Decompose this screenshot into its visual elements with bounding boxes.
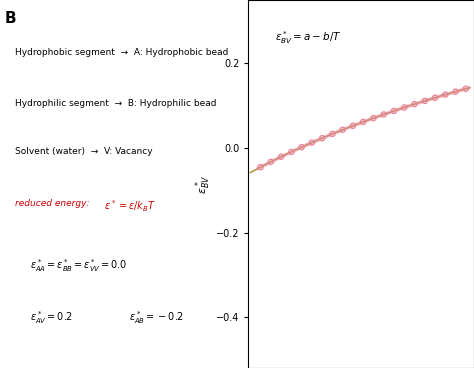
Point: [308, 140, 316, 146]
Point: [431, 95, 439, 101]
Text: $\varepsilon^*_{AV} = 0.2$: $\varepsilon^*_{AV} = 0.2$: [30, 309, 73, 326]
Point: [257, 164, 264, 170]
Point: [452, 89, 459, 95]
Text: $\varepsilon^*_{BV} = a - b/T$: $\varepsilon^*_{BV} = a - b/T$: [275, 29, 342, 46]
Point: [401, 105, 408, 110]
Point: [277, 154, 285, 160]
Text: $\varepsilon^*_{AA} = \varepsilon^*_{BB} = \varepsilon^*_{VV} = 0.0$: $\varepsilon^*_{AA} = \varepsilon^*_{BB}…: [30, 258, 127, 275]
Point: [462, 86, 470, 92]
Text: Solvent (water)  →  V: Vacancy: Solvent (water) → V: Vacancy: [15, 147, 153, 156]
Point: [298, 144, 305, 150]
Point: [441, 92, 449, 98]
Point: [339, 127, 346, 133]
Point: [319, 135, 326, 141]
Point: [390, 108, 398, 114]
Point: [349, 123, 357, 129]
Text: B: B: [5, 11, 17, 26]
Point: [288, 149, 295, 155]
Text: Hydrophobic segment  →  A: Hydrophobic bead: Hydrophobic segment → A: Hydrophobic bea…: [15, 48, 228, 57]
Y-axis label: $\varepsilon^*_{BV}$: $\varepsilon^*_{BV}$: [193, 174, 213, 194]
Text: reduced energy:: reduced energy:: [15, 199, 95, 208]
Point: [359, 119, 367, 125]
Text: Hydrophilic segment  →  B: Hydrophilic bead: Hydrophilic segment → B: Hydrophilic bea…: [15, 99, 217, 108]
Point: [370, 115, 377, 121]
Text: $\varepsilon^* = \varepsilon / k_B T$: $\varepsilon^* = \varepsilon / k_B T$: [104, 199, 156, 214]
Point: [328, 131, 336, 137]
Point: [380, 112, 388, 117]
Text: $\varepsilon^*_{AB} = -0.2$: $\varepsilon^*_{AB} = -0.2$: [129, 309, 184, 326]
Point: [410, 101, 418, 107]
Point: [421, 98, 428, 104]
Point: [267, 159, 274, 165]
